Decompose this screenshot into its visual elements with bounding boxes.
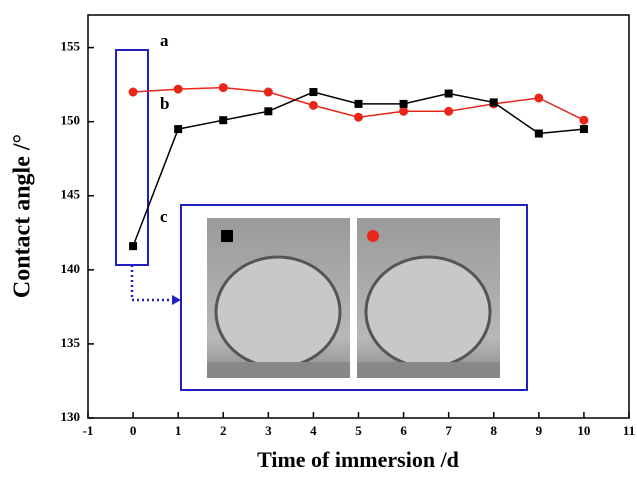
point xyxy=(355,100,363,108)
chart: a b c Time of immersion /d Contact angle… xyxy=(0,0,637,474)
inset xyxy=(181,205,527,390)
x-tick-label: 1 xyxy=(175,423,182,438)
point xyxy=(444,107,453,116)
x-tick-label: 7 xyxy=(445,423,452,438)
point xyxy=(264,88,273,97)
surface xyxy=(207,362,350,378)
surface xyxy=(357,362,500,378)
x-tick-label: 9 xyxy=(536,423,543,438)
point xyxy=(354,113,363,122)
point xyxy=(174,85,183,94)
y-tick-label: 145 xyxy=(61,187,81,202)
y-axis-title: Contact angle /° xyxy=(10,134,36,298)
x-axis-title: Time of immersion /d xyxy=(257,447,459,472)
inset-marker xyxy=(221,230,233,242)
point xyxy=(534,93,543,102)
x-tick-label: 3 xyxy=(265,423,272,438)
y-tick-label: 130 xyxy=(61,409,81,424)
point xyxy=(399,107,408,116)
x-tick-label: 0 xyxy=(130,423,137,438)
droplet xyxy=(366,257,490,367)
point xyxy=(219,83,228,92)
y-tick-label: 140 xyxy=(61,261,81,276)
point xyxy=(219,116,227,124)
point xyxy=(309,101,318,110)
y-tick-label: 150 xyxy=(61,113,81,128)
point xyxy=(580,125,588,133)
x-tick-label: 8 xyxy=(491,423,498,438)
x-tick-label: -1 xyxy=(83,423,94,438)
point xyxy=(309,88,317,96)
annotation: b xyxy=(160,94,169,113)
point xyxy=(400,100,408,108)
y-tick-label: 135 xyxy=(61,335,81,350)
point xyxy=(535,130,543,138)
highlight-box xyxy=(116,50,148,265)
x-tick-label: 2 xyxy=(220,423,227,438)
y-tick-label: 155 xyxy=(61,39,81,54)
annotation: a xyxy=(160,31,169,50)
x-tick-label: 11 xyxy=(623,423,635,438)
inset-marker xyxy=(367,230,379,242)
point xyxy=(445,90,453,98)
x-tick-label: 10 xyxy=(577,423,590,438)
point xyxy=(174,125,182,133)
x-tick-label: 6 xyxy=(400,423,407,438)
droplet xyxy=(216,257,340,367)
point xyxy=(579,116,588,125)
point xyxy=(129,88,138,97)
point xyxy=(129,242,137,250)
annotation: c xyxy=(160,207,168,226)
x-tick-label: 4 xyxy=(310,423,317,438)
x-tick-label: 5 xyxy=(355,423,362,438)
point xyxy=(264,107,272,115)
arrow-head xyxy=(172,295,181,305)
point xyxy=(490,98,498,106)
arrow xyxy=(132,265,175,300)
